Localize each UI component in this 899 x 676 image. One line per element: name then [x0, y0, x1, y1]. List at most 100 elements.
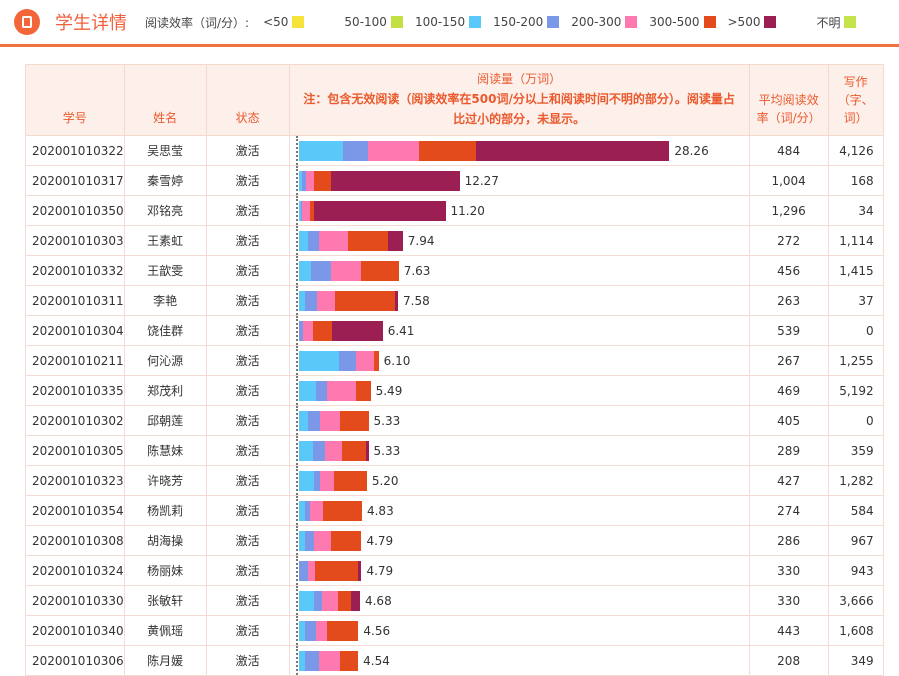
- bar-segment-100-150[interactable]: [298, 650, 306, 671]
- table-row[interactable]: 202001010311 李艳 激活 7.58 263 37: [25, 285, 884, 316]
- table-row[interactable]: 202001010304 饶佳群 激活 6.41 539 0: [25, 315, 884, 346]
- table-row[interactable]: 202001010211 何沁源 激活 6.10 267 1,255: [25, 345, 884, 376]
- bar-segment-300-500[interactable]: [310, 200, 315, 221]
- bar-segment-100-150[interactable]: [298, 380, 317, 401]
- table-row[interactable]: 202001010340 黄佩瑶 激活 4.56 443 1,608: [25, 615, 884, 646]
- table-row[interactable]: 202001010302 邱朝莲 激活 5.33 405 0: [25, 405, 884, 436]
- table-row[interactable]: 202001010335 郑茂利 激活 5.49 469 5,192: [25, 375, 884, 406]
- reading-bar[interactable]: [298, 410, 369, 431]
- bar-segment-200-300[interactable]: [308, 560, 316, 581]
- bar-segment-150-200[interactable]: [311, 260, 332, 281]
- bar-segment-200-300[interactable]: [326, 380, 356, 401]
- reading-bar[interactable]: [298, 320, 383, 341]
- bar-segment-100-150[interactable]: [298, 470, 314, 491]
- bar-segment->500[interactable]: [351, 590, 360, 611]
- bar-segment-100-150[interactable]: [298, 170, 302, 191]
- bar-segment->500[interactable]: [365, 440, 369, 461]
- bar-segment-300-500[interactable]: [334, 290, 396, 311]
- bar-segment-300-500[interactable]: [327, 620, 359, 641]
- reading-bar[interactable]: [298, 440, 369, 461]
- table-row[interactable]: 202001010354 杨凯莉 激活 4.83 274 584: [25, 495, 884, 526]
- bar-segment-300-500[interactable]: [361, 260, 399, 281]
- bar-segment-300-500[interactable]: [313, 320, 333, 341]
- bar-segment-200-300[interactable]: [320, 470, 335, 491]
- bar-segment-150-200[interactable]: [343, 140, 368, 161]
- table-row[interactable]: 202001010322 吴思莹 激活 28.26 484 4,126: [25, 135, 884, 166]
- bar-segment->500[interactable]: [395, 290, 399, 311]
- bar-segment-150-200[interactable]: [298, 320, 303, 341]
- bar-segment-200-300[interactable]: [322, 590, 339, 611]
- table-row[interactable]: 202001010306 陈月媛 激活 4.54 208 349: [25, 645, 884, 676]
- bar-segment-300-500[interactable]: [340, 410, 369, 431]
- reading-bar[interactable]: [298, 500, 362, 521]
- bar-segment-150-200[interactable]: [305, 530, 315, 551]
- bar-segment-300-500[interactable]: [338, 590, 352, 611]
- bar-segment-200-300[interactable]: [319, 650, 341, 671]
- bar-segment-150-200[interactable]: [304, 500, 310, 521]
- bar-segment-200-300[interactable]: [356, 350, 374, 371]
- bar-segment-150-200[interactable]: [298, 560, 309, 581]
- bar-segment-100-150[interactable]: [298, 590, 314, 611]
- bar-segment-150-200[interactable]: [313, 470, 320, 491]
- reading-bar[interactable]: [298, 350, 379, 371]
- bar-segment-200-300[interactable]: [331, 260, 362, 281]
- bar-segment-200-300[interactable]: [317, 290, 335, 311]
- reading-bar[interactable]: [298, 140, 670, 161]
- bar-segment-150-200[interactable]: [313, 440, 326, 461]
- reading-bar[interactable]: [298, 380, 371, 401]
- bar-segment-150-200[interactable]: [305, 620, 317, 641]
- reading-bar[interactable]: [298, 290, 399, 311]
- table-row[interactable]: 202001010305 陈慧妹 激活 5.33 289 359: [25, 435, 884, 466]
- reading-bar[interactable]: [298, 200, 446, 221]
- bar-segment-100-150[interactable]: [298, 230, 308, 251]
- bar-segment->500[interactable]: [332, 320, 383, 341]
- bar-segment-150-200[interactable]: [308, 410, 320, 431]
- bar-segment-200-300[interactable]: [302, 320, 314, 341]
- bar-segment-200-300[interactable]: [309, 500, 323, 521]
- bar-segment-150-200[interactable]: [301, 170, 306, 191]
- bar-segment-200-300[interactable]: [316, 620, 328, 641]
- bar-segment-100-150[interactable]: [298, 620, 306, 641]
- table-row[interactable]: 202001010308 胡海操 激活 4.79 286 967: [25, 525, 884, 556]
- bar-segment->500[interactable]: [475, 140, 670, 161]
- bar-segment-150-200[interactable]: [304, 290, 318, 311]
- bar-segment-300-500[interactable]: [331, 530, 362, 551]
- table-row[interactable]: 202001010303 王素虹 激活 7.94 272 1,114: [25, 225, 884, 256]
- reading-bar[interactable]: [298, 530, 362, 551]
- reading-bar[interactable]: [298, 590, 360, 611]
- bar-segment-300-500[interactable]: [373, 350, 379, 371]
- bar-segment-300-500[interactable]: [315, 560, 359, 581]
- bar-segment-300-500[interactable]: [347, 230, 388, 251]
- bar-segment-200-300[interactable]: [367, 140, 419, 161]
- reading-bar[interactable]: [298, 470, 367, 491]
- bar-segment-200-300[interactable]: [325, 440, 343, 461]
- reading-bar[interactable]: [298, 230, 403, 251]
- bar-segment-150-200[interactable]: [307, 230, 319, 251]
- bar-segment-100-150[interactable]: [298, 350, 339, 371]
- bar-segment->500[interactable]: [387, 230, 403, 251]
- bar-segment-100-150[interactable]: [298, 410, 309, 431]
- reading-bar[interactable]: [298, 560, 362, 581]
- bar-segment-300-500[interactable]: [340, 650, 359, 671]
- reading-bar[interactable]: [298, 170, 460, 191]
- bar-segment-300-500[interactable]: [418, 140, 476, 161]
- bar-segment-200-300[interactable]: [314, 530, 332, 551]
- bar-segment-150-200[interactable]: [305, 650, 320, 671]
- bar-segment-150-200[interactable]: [338, 350, 357, 371]
- bar-segment-100-150[interactable]: [298, 290, 305, 311]
- bar-segment-300-500[interactable]: [322, 500, 362, 521]
- bar-segment-100-150[interactable]: [298, 440, 314, 461]
- table-row[interactable]: 202001010350 邓铭亮 激活 11.20 1,296 34: [25, 195, 884, 226]
- bar-segment-100-150[interactable]: [298, 260, 312, 281]
- bar-segment-100-150[interactable]: [298, 140, 344, 161]
- bar-segment-150-200[interactable]: [316, 380, 327, 401]
- bar-segment-300-500[interactable]: [342, 440, 366, 461]
- bar-segment-300-500[interactable]: [334, 470, 367, 491]
- bar-segment-300-500[interactable]: [355, 380, 371, 401]
- bar-segment->500[interactable]: [314, 200, 446, 221]
- reading-bar[interactable]: [298, 260, 399, 281]
- bar-segment->500[interactable]: [330, 170, 460, 191]
- bar-segment-200-300[interactable]: [319, 410, 341, 431]
- bar-segment-100-150[interactable]: [298, 530, 306, 551]
- bar-segment-150-200[interactable]: [313, 590, 323, 611]
